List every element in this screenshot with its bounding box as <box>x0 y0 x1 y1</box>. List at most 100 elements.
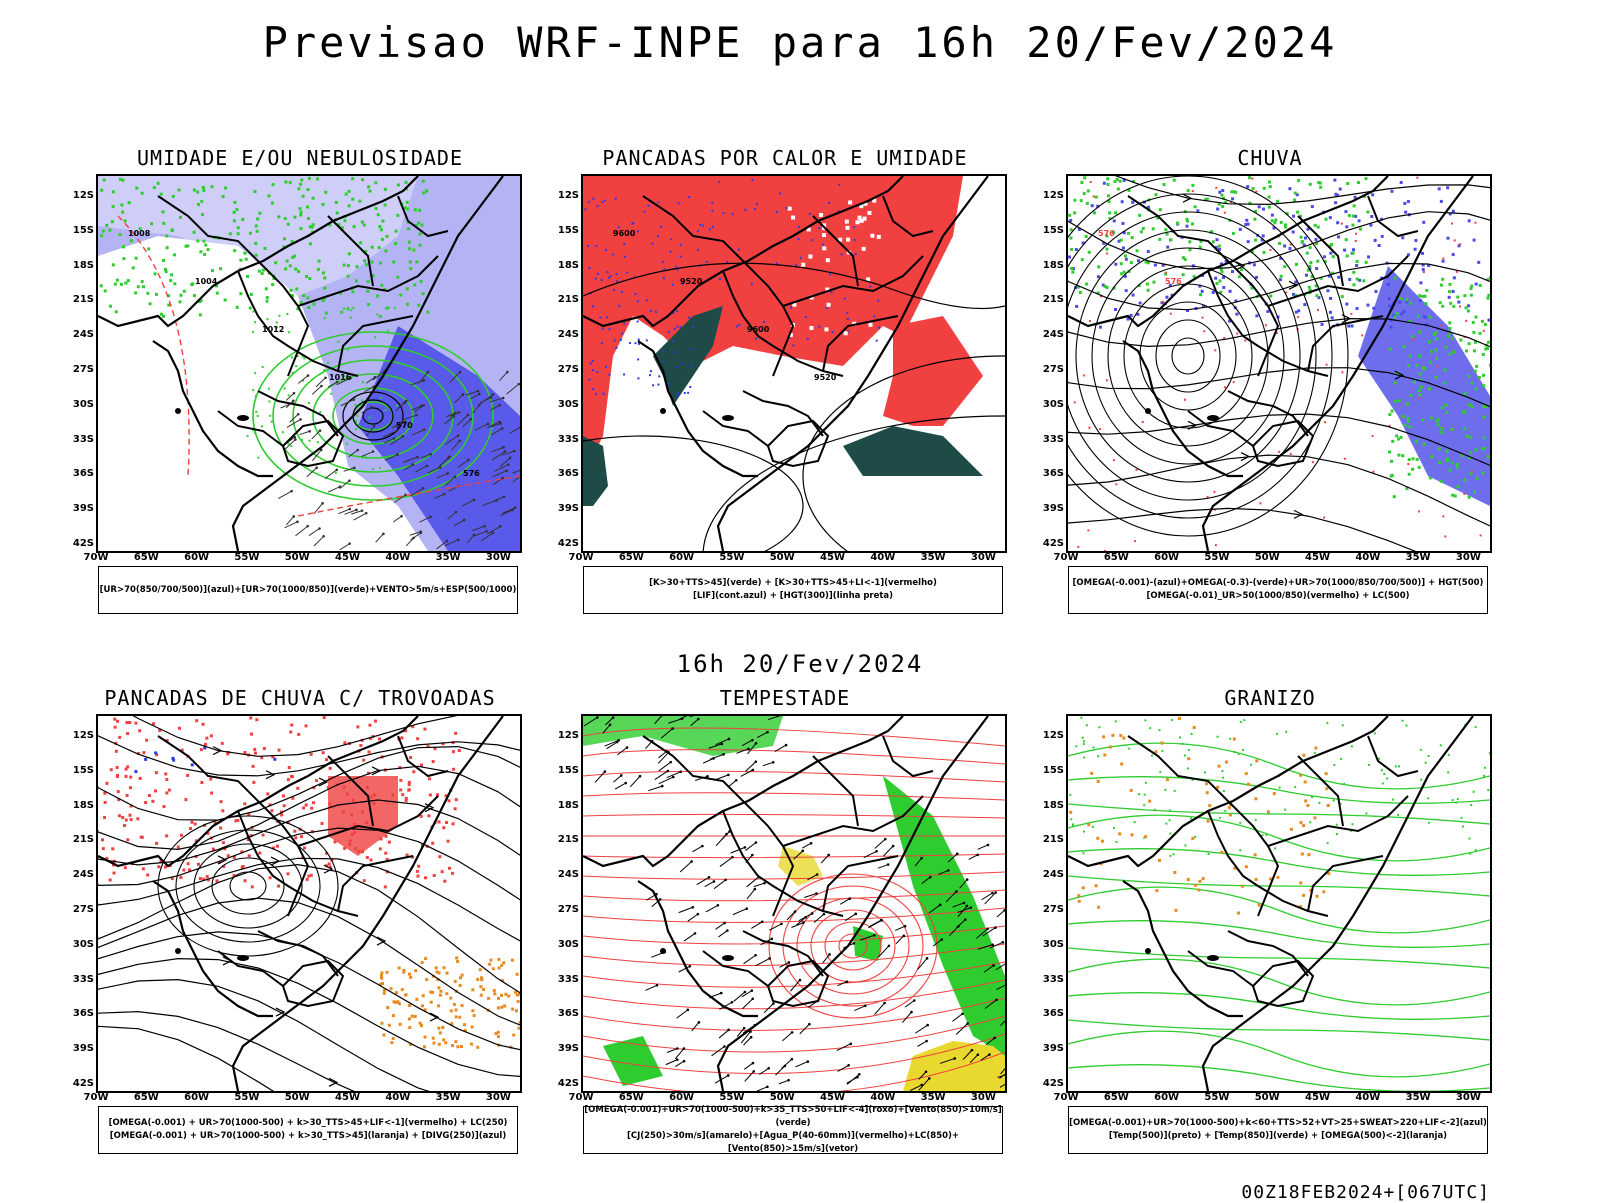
lon-label: 45W <box>820 552 845 563</box>
map-svg <box>1068 716 1490 1091</box>
map-area <box>581 714 1007 1093</box>
lat-label: 15S <box>1030 225 1064 236</box>
lon-label: 60W <box>669 1092 694 1103</box>
lon-label: 45W <box>1305 1092 1330 1103</box>
lat-label: 21S <box>545 834 579 845</box>
lat-label: 12S <box>545 730 579 741</box>
lon-label: 40W <box>385 1092 410 1103</box>
lon-label: 35W <box>436 1092 461 1103</box>
legend-line-1: [K>30+TTS>45](verde) + [K>30+TTS>45+LI<-… <box>584 577 1002 590</box>
legend-line-1: [OMEGA(-0.001) + UR>70(1000-500) + k>30_… <box>99 1117 517 1130</box>
panel-granizo: GRANIZO [OMEGA(-0.001)+UR>70(1000-500)+k… <box>1030 686 1510 1166</box>
svg-text:9600: 9600 <box>747 325 770 334</box>
lon-label: 70W <box>1054 1092 1079 1103</box>
lon-label: 65W <box>1104 1092 1129 1103</box>
panel-title: PANCADAS POR CALOR E UMIDADE <box>545 146 1025 170</box>
lat-label: 42S <box>545 1078 579 1089</box>
lat-label: 15S <box>60 765 94 776</box>
svg-text:576: 576 <box>1165 277 1182 286</box>
lon-label: 65W <box>134 1092 159 1103</box>
lon-label: 30W <box>1456 1092 1481 1103</box>
lat-label: 21S <box>1030 294 1064 305</box>
lat-label: 36S <box>60 1008 94 1019</box>
lat-label: 33S <box>60 434 94 445</box>
lat-label: 27S <box>60 364 94 375</box>
lat-label: 21S <box>60 294 94 305</box>
lon-label: 65W <box>619 552 644 563</box>
lat-label: 30S <box>60 939 94 950</box>
lat-label: 24S <box>60 329 94 340</box>
legend-box: [OMEGA(-0.001)+UR>70(1000-500)+k<60+TTS>… <box>1068 1106 1488 1154</box>
legend-line-2: [Temp(500)](preto) + [Temp(850)](verde) … <box>1069 1130 1487 1143</box>
lon-label: 35W <box>921 552 946 563</box>
legend-line-2: [OMEGA(-0.01)_UR>50(1000/850)(vermelho) … <box>1069 590 1487 603</box>
lon-label: 60W <box>1154 1092 1179 1103</box>
map-area: 576 576 <box>1066 174 1492 553</box>
svg-text:576: 576 <box>1098 229 1115 238</box>
lon-label: 65W <box>619 1092 644 1103</box>
svg-text:576: 576 <box>463 469 480 478</box>
lon-label: 55W <box>719 552 744 563</box>
legend-line-2: [CJ(250)>30m/s](amarelo)+[Agua_P(40-60mm… <box>584 1130 1002 1156</box>
lat-label: 39S <box>545 1043 579 1054</box>
lat-label: 30S <box>1030 939 1064 950</box>
lon-label: 60W <box>184 552 209 563</box>
lon-label: 45W <box>1305 552 1330 563</box>
lon-label: 50W <box>770 552 795 563</box>
lat-label: 33S <box>1030 974 1064 985</box>
lon-label: 70W <box>569 552 594 563</box>
lat-label: 39S <box>545 503 579 514</box>
lon-label: 50W <box>770 1092 795 1103</box>
lat-label: 15S <box>545 765 579 776</box>
panel-title: UMIDADE E/OU NEBULOSIDADE <box>60 146 540 170</box>
lat-label: 12S <box>60 730 94 741</box>
panel-pancadas-trovoadas: PANCADAS DE CHUVA C/ TROVOADAS [OMEGA(-0… <box>60 686 540 1166</box>
legend-line-1: [OMEGA(-0.001)-(azul)+OMEGA(-0.3)-(verde… <box>1069 577 1487 590</box>
lon-label: 35W <box>436 552 461 563</box>
lon-label: 30W <box>486 552 511 563</box>
lon-label: 40W <box>1355 552 1380 563</box>
svg-text:570: 570 <box>396 421 413 430</box>
lat-label: 42S <box>1030 538 1064 549</box>
lat-label: 12S <box>60 190 94 201</box>
lon-label: 35W <box>921 1092 946 1103</box>
legend-line-2: [OMEGA(-0.001) + UR>70(1000-500) + k>30_… <box>99 1130 517 1143</box>
lon-label: 45W <box>335 552 360 563</box>
lat-label: 24S <box>60 869 94 880</box>
panel-tempestade: TEMPESTADE [OMEGA(-0.001)+UR>70(1000-500… <box>545 686 1025 1166</box>
lat-label: 33S <box>60 974 94 985</box>
lon-label: 70W <box>1054 552 1079 563</box>
lat-label: 18S <box>1030 260 1064 271</box>
legend-line-2: [LIF](cont.azul) + [HGT(300)](linha pret… <box>584 590 1002 603</box>
lon-label: 50W <box>285 552 310 563</box>
lon-label: 40W <box>870 1092 895 1103</box>
lon-label: 40W <box>1355 1092 1380 1103</box>
lon-label: 60W <box>1154 552 1179 563</box>
lat-label: 36S <box>1030 1008 1064 1019</box>
lat-label: 39S <box>1030 503 1064 514</box>
panel-title: PANCADAS DE CHUVA C/ TROVOADAS <box>60 686 540 710</box>
lat-label: 18S <box>60 800 94 811</box>
lat-label: 30S <box>1030 399 1064 410</box>
lon-label: 55W <box>1204 1092 1229 1103</box>
lon-label: 50W <box>1255 552 1280 563</box>
legend-box: [OMEGA(-0.001)-(azul)+OMEGA(-0.3)-(verde… <box>1068 566 1488 614</box>
legend-box: [K>30+TTS>45](verde) + [K>30+TTS>45+LI<-… <box>583 566 1003 614</box>
lon-label: 70W <box>84 552 109 563</box>
main-title: Previsao WRF-INPE para 16h 20/Fev/2024 <box>0 18 1600 67</box>
lat-label: 30S <box>60 399 94 410</box>
lat-label: 36S <box>545 468 579 479</box>
map-area <box>1066 714 1492 1093</box>
lat-label: 12S <box>545 190 579 201</box>
lat-label: 15S <box>1030 765 1064 776</box>
svg-text:1008: 1008 <box>128 229 151 238</box>
map-svg: 576 576 <box>1068 176 1490 551</box>
panel-title: GRANIZO <box>1030 686 1510 710</box>
lat-label: 33S <box>1030 434 1064 445</box>
lat-label: 36S <box>60 468 94 479</box>
legend-line-1: [OMEGA(-0.001)+UR>70(1000-500)+k<60+TTS>… <box>1069 1117 1487 1130</box>
